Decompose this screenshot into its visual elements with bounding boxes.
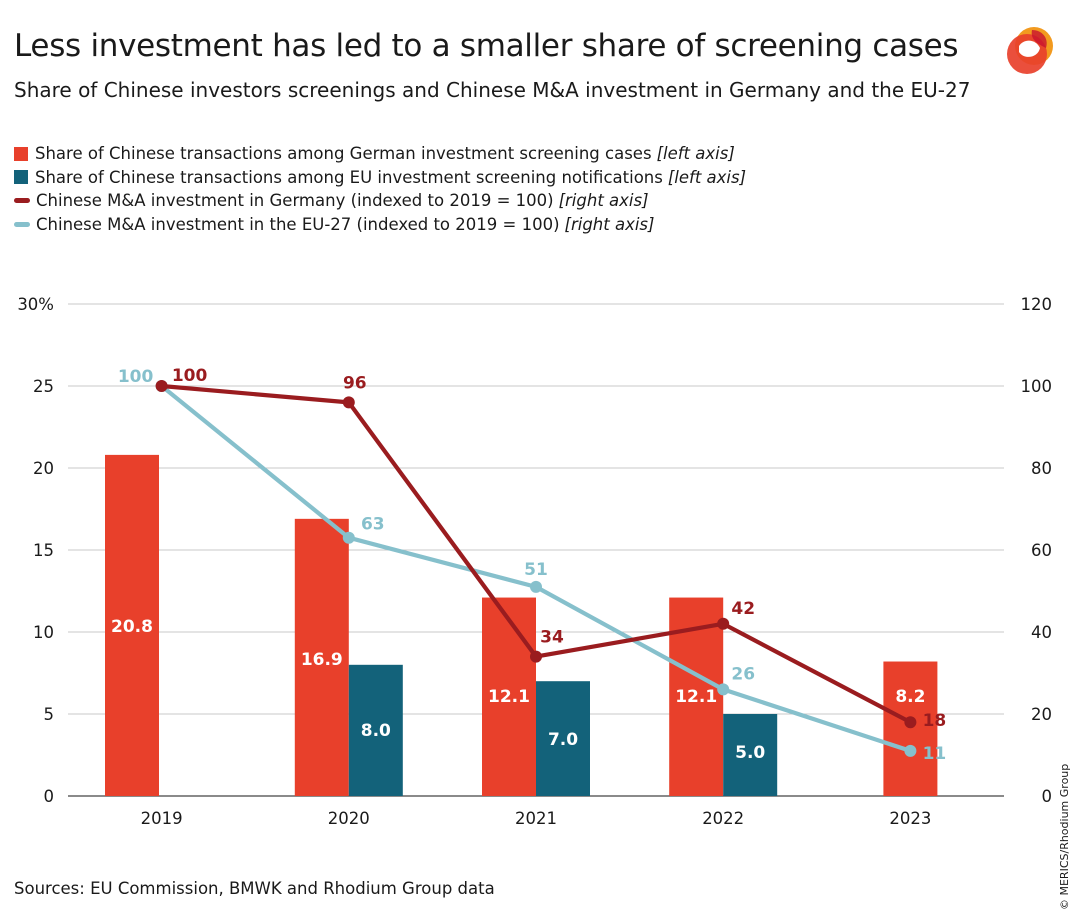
line-data-label: 11: [923, 744, 947, 764]
bar-german-share: [482, 597, 536, 796]
bar-eu-share: [348, 664, 403, 796]
left-axis-tick-label: 0: [44, 787, 55, 806]
left-axis-tick-label: 5: [44, 705, 55, 724]
legend-note: [left axis]: [656, 144, 735, 163]
chart-subtitle: Share of Chinese investors screenings an…: [14, 78, 971, 102]
bar-eu-share: [723, 714, 778, 796]
merics-logo-icon: [1002, 24, 1058, 76]
legend-note: [left axis]: [667, 167, 747, 187]
right-axis-tick-label: 60: [1031, 541, 1052, 560]
line-data-label: 18: [923, 711, 947, 731]
bar-data-label: 12.1: [488, 687, 530, 707]
bar-data-label: 16.9: [301, 650, 343, 670]
bar-data-label: 8.2: [895, 687, 925, 707]
legend-label: Share of Chinese transactions among EU i…: [35, 167, 663, 187]
x-axis-tick-label: 2023: [889, 809, 931, 828]
line-point-eu-investment: [717, 683, 730, 696]
line-data-label: 34: [540, 628, 564, 648]
line-point-germany-investment: [904, 716, 917, 729]
legend-label: Share of Chinese transactions among Germ…: [35, 144, 652, 163]
line-data-label: 96: [343, 373, 367, 393]
right-axis-tick-label: 40: [1031, 623, 1052, 642]
copyright-note: © MERICS/Rhodium Group: [1058, 763, 1071, 910]
x-axis-tick-label: 2020: [328, 809, 370, 828]
line-point-germany-investment: [155, 380, 168, 392]
legend-note: [right axis]: [564, 214, 655, 234]
chart-title: Less investment has led to a smaller sha…: [14, 28, 959, 64]
line-point-eu-investment: [342, 531, 355, 544]
legend-label: Chinese M&A investment in Germany (index…: [36, 191, 554, 210]
x-axis-tick-label: 2021: [515, 809, 557, 828]
line-data-label: 63: [361, 515, 385, 535]
left-axis-tick-label: 30%: [17, 295, 54, 314]
legend-note: [right axis]: [558, 191, 649, 210]
line-point-germany-investment: [717, 617, 730, 630]
line-data-label: 42: [731, 599, 755, 619]
line-data-label: 100: [118, 367, 154, 387]
legend-item-eu-investment: Chinese M&A investment in the EU-27 (ind…: [14, 213, 746, 237]
legend-item-german-share: Share of Chinese transactions among Germ…: [14, 142, 746, 166]
line-data-label: 100: [172, 366, 208, 386]
right-axis-tick-label: 20: [1031, 705, 1052, 724]
line-point-germany-investment: [530, 650, 542, 663]
line-point-eu-investment: [530, 580, 542, 593]
bar-eu-share: [536, 681, 590, 796]
line-point-eu-investment: [904, 744, 917, 757]
x-axis-tick-label: 2019: [141, 809, 183, 828]
legend-swatch-lightblue-line: [14, 221, 30, 227]
line-point-germany-investment: [342, 396, 355, 409]
right-axis-tick-label: 120: [1021, 295, 1053, 314]
left-axis-tick-label: 10: [33, 623, 54, 642]
legend-label: Chinese M&A investment in the EU-27 (ind…: [36, 214, 560, 234]
left-axis-tick-label: 15: [33, 541, 54, 560]
bar-german-share: [294, 518, 349, 796]
bar-data-label: 5.0: [735, 743, 765, 763]
legend-swatch-teal: [14, 170, 28, 185]
bar-data-label: 12.1: [675, 687, 717, 707]
bar-german-share: [883, 661, 938, 796]
bar-data-label: 7.0: [548, 730, 578, 750]
legend-item-germany-investment: Chinese M&A investment in Germany (index…: [14, 189, 746, 213]
line-data-label: 51: [524, 560, 548, 580]
line-data-label: 26: [731, 664, 755, 684]
right-axis-tick-label: 0: [1042, 787, 1053, 806]
bar-data-label: 20.8: [111, 617, 153, 637]
x-axis-tick-label: 2022: [702, 809, 744, 828]
bar-german-share: [105, 454, 159, 796]
right-axis-tick-label: 100: [1021, 377, 1053, 396]
left-axis-tick-label: 25: [33, 377, 54, 396]
left-axis-tick-label: 20: [33, 459, 54, 478]
legend-swatch-red: [14, 146, 28, 161]
bar-data-label: 8.0: [361, 721, 391, 741]
legend-swatch-darkred-line: [14, 198, 30, 204]
chart-legend: Share of Chinese transactions among Germ…: [14, 142, 746, 236]
legend-item-eu-share: Share of Chinese transactions among EU i…: [14, 166, 746, 190]
right-axis-tick-label: 80: [1031, 459, 1052, 478]
source-note: Sources: EU Commission, BMWK and Rhodium…: [14, 879, 495, 898]
